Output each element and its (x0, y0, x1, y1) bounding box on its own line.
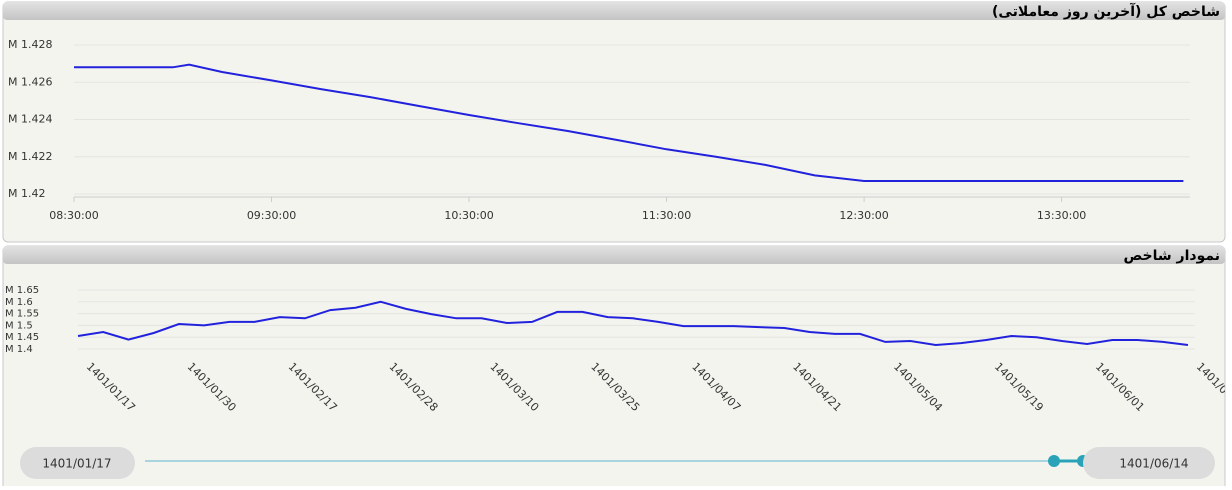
y-tick-label: M 1.45 (5, 332, 39, 343)
y-tick-label: M 1.422 (8, 150, 52, 163)
panel-header (3, 2, 1225, 20)
panel-header (3, 246, 1225, 264)
x-tick-label: 10:30:00 (444, 209, 493, 222)
x-tick-label: 13:30:00 (1037, 209, 1086, 222)
slider-handle[interactable] (1048, 455, 1060, 467)
index-line (74, 63, 1184, 182)
y-tick-label: M 1.428 (8, 38, 52, 51)
y-tick-label: M 1.6 (5, 297, 33, 308)
index-line (77, 300, 1189, 347)
panel-title: شاخص کل (آخرین روز معاملاتی) (992, 2, 1220, 20)
y-tick-label: M 1.424 (8, 113, 52, 126)
panel (2, 245, 1226, 490)
y-tick-label: M 1.4 (5, 344, 33, 355)
y-tick-label: M 1.42 (8, 187, 45, 200)
x-tick-label: 08:30:00 (49, 209, 98, 222)
panel (2, 1, 1226, 243)
panel-title: نمودار شاخص (1123, 248, 1220, 264)
x-tick-label: 12:30:00 (839, 209, 888, 222)
y-tick-label: M 1.5 (5, 320, 33, 331)
x-tick-label: 09:30:00 (247, 209, 296, 222)
x-tick-label: 11:30:00 (642, 209, 691, 222)
y-tick-label: M 1.426 (8, 75, 52, 88)
slider-from: 1401/01/17 (42, 457, 111, 471)
slider-from-pill[interactable] (20, 447, 135, 479)
slider-to-pill[interactable] (1083, 447, 1215, 479)
y-tick-label: M 1.65 (5, 285, 39, 296)
slider-to: 1401/06/14 (1119, 457, 1188, 471)
y-tick-label: M 1.55 (5, 309, 39, 320)
